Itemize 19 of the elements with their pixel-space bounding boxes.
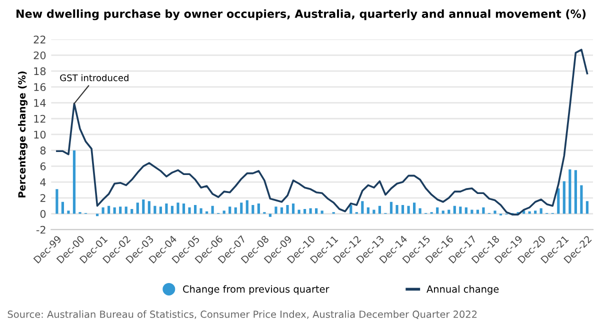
legend-label: Change from previous quarter — [183, 285, 330, 295]
y-tick-label: 22 — [34, 36, 46, 44]
chart-title: New dwelling purchase by owner occupiers, Australia, quarterly and annual movement (%) — [16, 9, 586, 20]
y-axis-title: Percentage change (%) — [18, 71, 28, 198]
y-tick-label: 8 — [40, 146, 46, 154]
y-tick-label: 0 — [40, 210, 46, 218]
y-tick-label: 16 — [34, 83, 46, 92]
annotation: GST introduced — [60, 74, 128, 82]
y-tick-label: 12 — [34, 114, 46, 123]
legend-label: Annual change — [426, 285, 499, 295]
y-tick-label: 14 — [34, 99, 46, 107]
y-tick-label: 20 — [34, 51, 46, 60]
y-tick-label: 4 — [40, 178, 46, 186]
y-tick-label: 6 — [40, 162, 46, 170]
y-tick-label: -2 — [36, 226, 46, 234]
y-tick-label: 2 — [40, 194, 46, 202]
source-note: Source: Australian Bureau of Statistics, Consumer Price Index, Australia December Quarter 2022 — [8, 310, 477, 320]
y-tick-label: 18 — [34, 67, 46, 76]
y-tick-label: 10 — [34, 130, 46, 139]
